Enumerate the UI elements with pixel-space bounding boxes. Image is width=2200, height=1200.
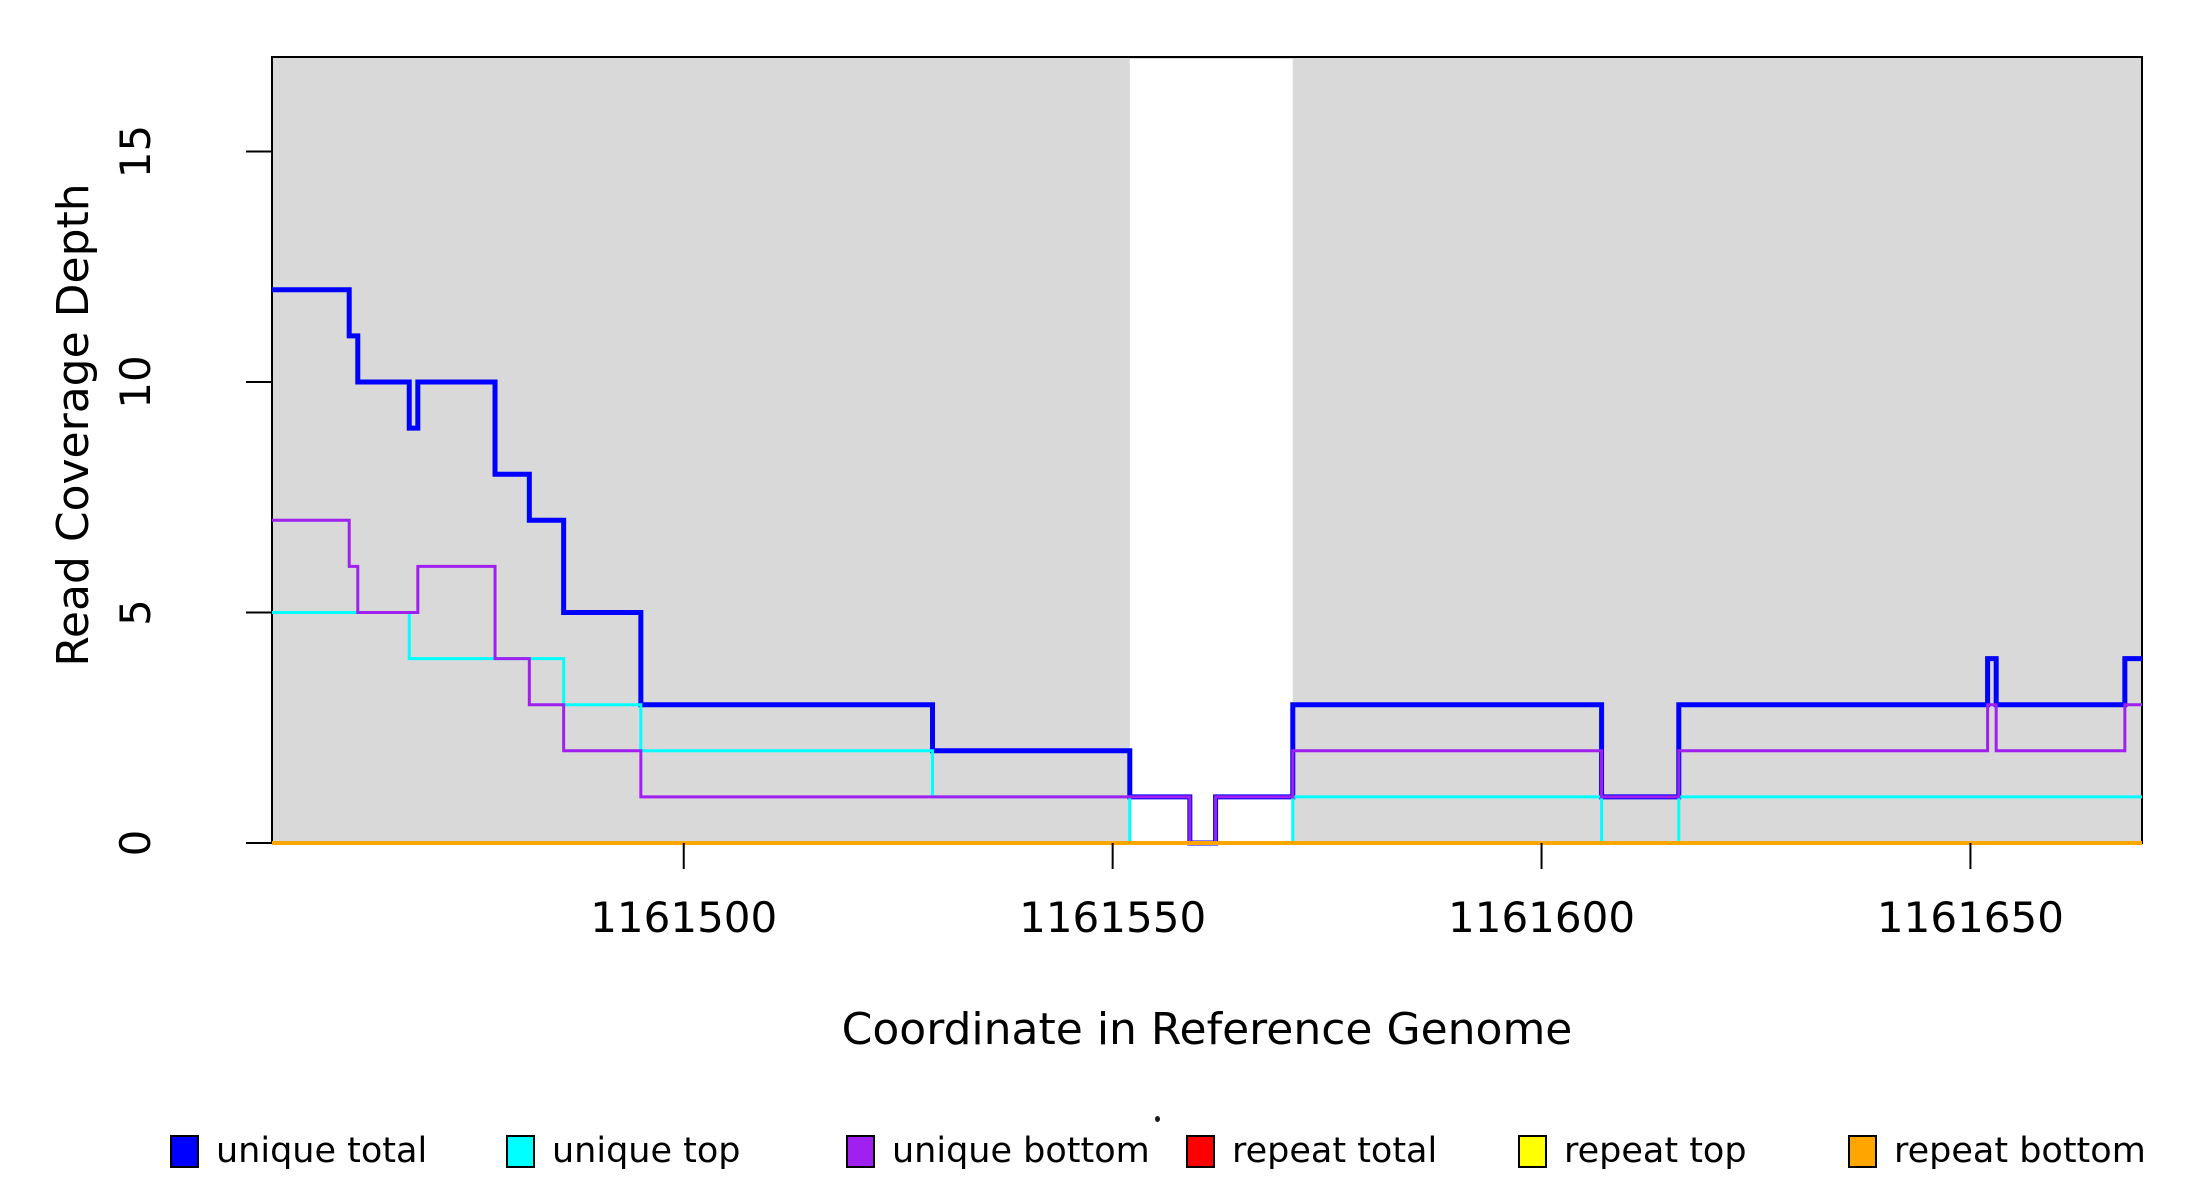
legend-swatch-icon <box>170 1134 199 1168</box>
axes-layer: 1161500 1161550 1161600 1161650 0 5 10 15 <box>111 125 2064 942</box>
uncovered-gap-rect <box>1129 59 1293 843</box>
series-line-unique-bottom <box>272 518 2142 845</box>
x-axis-title: Coordinate in Reference Genome <box>842 1004 1573 1055</box>
x-tick-label: 1161500 <box>590 893 777 942</box>
legend: unique total unique top unique bottom repea… <box>0 1126 2200 1176</box>
legend-label: repeat total <box>1232 1131 1438 1171</box>
stray-dot-artifact <box>1155 1116 1160 1122</box>
legend-label: unique top <box>552 1131 741 1171</box>
series-lines-layer <box>272 287 2142 846</box>
legend-item-unique-bottom: unique bottom <box>846 1126 1150 1176</box>
plot-background-layer <box>271 56 2143 844</box>
legend-swatch-icon <box>846 1134 875 1168</box>
legend-item-unique-total: unique total <box>170 1126 427 1176</box>
x-tick-label: 1161550 <box>1019 893 1206 942</box>
x-tick-label: 1161600 <box>1448 893 1635 942</box>
legend-swatch-icon <box>1848 1134 1877 1168</box>
y-tick-label: 0 <box>111 830 160 857</box>
y-axis-title: Read Coverage Depth <box>48 183 99 666</box>
y-tick-label: 15 <box>111 125 160 178</box>
legend-label: repeat bottom <box>1894 1131 2146 1171</box>
x-tick-label: 1161650 <box>1877 893 2064 942</box>
legend-item-unique-top: unique top <box>506 1126 741 1176</box>
legend-swatch-icon <box>1518 1134 1547 1168</box>
legend-item-repeat-top: repeat top <box>1518 1126 1747 1176</box>
legend-swatch-icon <box>506 1134 535 1168</box>
legend-label: repeat top <box>1564 1131 1747 1171</box>
y-tick-label: 5 <box>111 599 160 626</box>
legend-label: unique bottom <box>892 1131 1150 1171</box>
legend-item-repeat-bottom: repeat bottom <box>1848 1126 2146 1176</box>
series-line-unique-total <box>272 287 2142 846</box>
legend-swatch-icon <box>1186 1134 1215 1168</box>
legend-item-repeat-total: repeat total <box>1186 1126 1437 1176</box>
y-tick-label: 10 <box>111 355 160 408</box>
legend-label: unique total <box>216 1131 428 1171</box>
